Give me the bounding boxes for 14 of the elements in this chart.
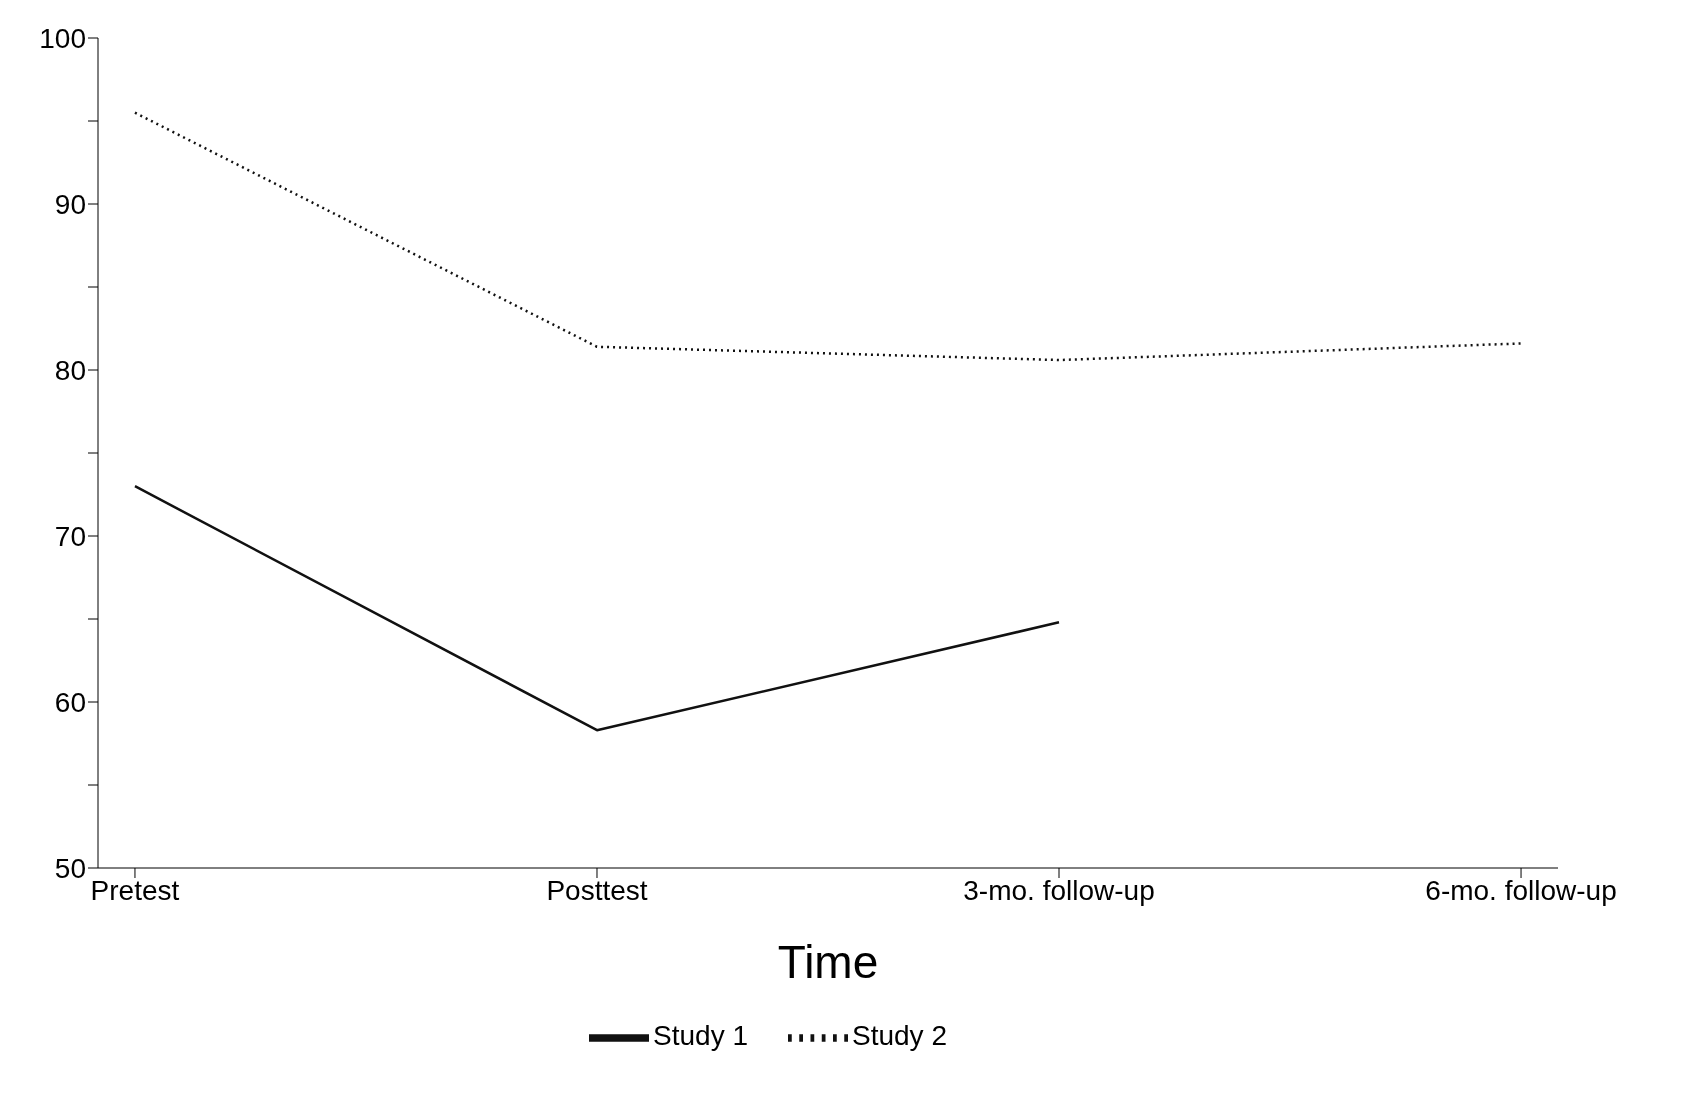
legend-label: Study 1: [653, 1020, 748, 1052]
x-axis-title: Time: [777, 936, 879, 988]
line-series: [133, 111, 1523, 362]
x-tick-label: 6-mo. follow-up: [1425, 874, 1617, 906]
x-tick-label: Pretest: [90, 874, 180, 906]
y-tick-label: 70: [54, 520, 86, 552]
y-tick-label: 90: [54, 188, 86, 220]
y-tick-label: 60: [54, 686, 86, 718]
y-tick-label: 50: [54, 852, 86, 884]
legend-label: Study 2: [852, 1020, 947, 1052]
x-tick-label: 3-mo. follow-up: [963, 874, 1155, 906]
x-tick-label: Posttest: [546, 874, 648, 906]
y-tick-label: 100: [39, 22, 86, 54]
y-tick-label: 80: [54, 354, 86, 386]
